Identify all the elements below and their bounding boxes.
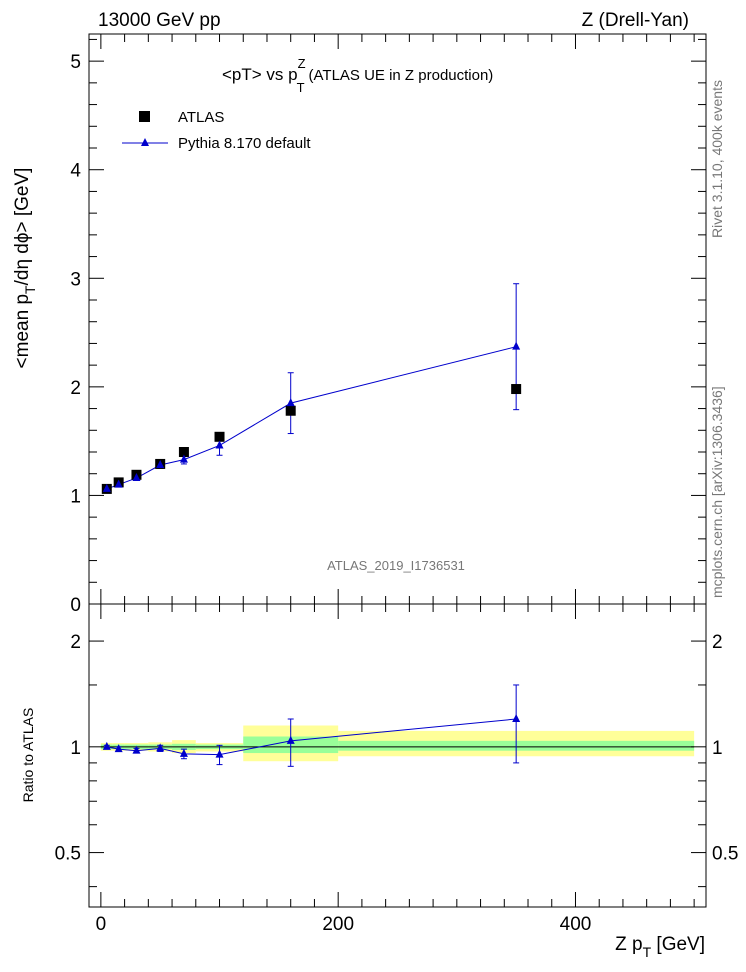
ratio-ytick-label-right: 0.5 <box>712 844 738 865</box>
main-ylabel-b: /dη dϕ> [GeV] <box>12 168 33 286</box>
main-title: <pT> vs pZ T (ATLAS UE in Z production) <box>222 56 493 95</box>
xtick-label: 400 <box>560 914 592 935</box>
ratio-pythia-point <box>114 744 123 753</box>
rivet-label: Rivet 3.1.10, 400k events <box>709 80 725 238</box>
main-ytick-label: 4 <box>70 161 81 182</box>
ratio-pythia-point <box>215 749 224 758</box>
legend-pythia-marker <box>141 138 149 146</box>
pythia-point <box>512 341 521 350</box>
analysis-watermark: ATLAS_2019_I1736531 <box>327 558 465 573</box>
xtick-label: 0 <box>96 914 107 935</box>
xlabel-a: Z p <box>615 934 642 955</box>
legend-atlas-label: ATLAS <box>178 109 224 126</box>
header-left: 13000 GeV pp <box>98 10 221 31</box>
pythia-point <box>132 473 141 482</box>
ratio-ytick-label-right: 1 <box>712 738 723 759</box>
main-ytick-label: 5 <box>70 52 81 73</box>
ratio-ytick-label-left: 0.5 <box>55 844 81 865</box>
ratio-frame <box>88 603 707 908</box>
ratio-pythia-point <box>512 714 521 723</box>
ratio-pythia-point <box>102 741 111 750</box>
atlas-point <box>285 405 296 416</box>
main-title-sub: T <box>297 80 305 95</box>
ratio-pythia-line <box>106 718 517 756</box>
atlas-point <box>214 431 225 442</box>
xlabel: Z pT [GeV] <box>615 934 705 960</box>
pythia-point <box>156 460 165 469</box>
main-title-sup: Z <box>298 56 306 71</box>
legend-pythia-label: Pythia 8.170 default <box>178 135 311 152</box>
main-ytick-label: 2 <box>70 378 81 399</box>
main-ylabel-sub: T <box>22 285 38 294</box>
pythia-point <box>215 440 224 449</box>
xlabel-sub: T <box>643 944 652 960</box>
ratio-pythia-point <box>179 748 188 757</box>
ratio-pythia-point <box>286 735 295 744</box>
ratio-ytick-label-left: 1 <box>70 738 81 759</box>
main-title-suffix: (ATLAS UE in Z production) <box>309 67 494 84</box>
ratio-ylabel: Ratio to ATLAS <box>20 708 36 803</box>
ratio-ytick-label-left: 2 <box>70 632 81 653</box>
pythia-point <box>102 483 111 492</box>
main-ytick-label-zero: 0 <box>70 595 81 616</box>
atlas-point <box>511 384 522 395</box>
xlabel-b: [GeV] <box>651 934 705 955</box>
ratio-pythia-point <box>156 743 165 752</box>
xtick-label: 200 <box>322 914 354 935</box>
main-ytick-label: 3 <box>70 269 81 290</box>
legend-atlas-marker <box>139 111 150 122</box>
pythia-line <box>106 346 517 490</box>
main-ytick-label: 1 <box>70 486 81 507</box>
pythia-point <box>114 479 123 488</box>
pythia-point <box>286 398 295 407</box>
pythia-point <box>179 454 188 463</box>
ratio-pythia-point <box>132 745 141 754</box>
main-ylabel: <mean pT/dη dϕ> [GeV] <box>12 168 38 369</box>
ratio-ytick-label-right: 2 <box>712 632 723 653</box>
header-right: Z (Drell-Yan) <box>582 10 689 31</box>
main-ylabel-a: <mean p <box>12 294 33 368</box>
mcplots-label: mcplots.cern.ch [arXiv:1306.3436] <box>709 386 725 598</box>
legend: ATLAS Pythia 8.170 default <box>122 109 311 152</box>
main-title-text: <pT> vs p <box>222 65 298 84</box>
ratio-panel: 0.5 0.5 1 1 2 2 0 200 400 Ratio to ATLAS Z pT [G… <box>20 604 738 960</box>
atlas-point <box>178 447 189 457</box>
